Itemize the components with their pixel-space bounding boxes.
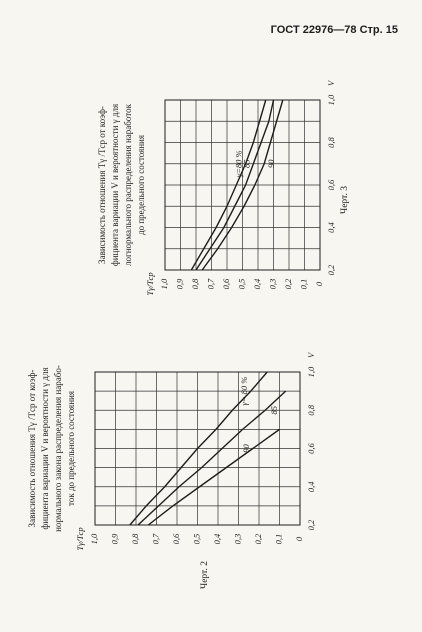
x-tick-label: 0,8 <box>326 136 336 147</box>
y-tick-label: 0,5 <box>236 279 246 290</box>
y-tick-label: 0,9 <box>174 278 184 289</box>
x-tick-label: 1,0 <box>306 366 316 377</box>
y-axis-label: Tγ/Tср <box>75 527 85 550</box>
y-tick-label: 0,1 <box>273 534 283 545</box>
x-axis-label: V <box>306 351 316 358</box>
chart-title: нормального закона распределения нарабо- <box>53 365 63 532</box>
series-label: 85 <box>269 406 279 415</box>
y-tick-label: 0,4 <box>212 533 222 544</box>
chart-title: ток до предельного состояния <box>66 391 76 506</box>
x-tick-label: 0,2 <box>326 264 336 275</box>
series-label: γ= 80 % <box>239 377 249 406</box>
series-label: 90 <box>266 159 276 168</box>
y-tick-label: 1,0 <box>159 278 169 289</box>
y-tick-label: 0,7 <box>150 533 160 544</box>
x-axis-label: V <box>326 79 336 86</box>
y-tick-label: 0,2 <box>283 278 293 289</box>
caption: Черт. 3 <box>340 186 350 214</box>
y-tick-label: 0,6 <box>221 278 231 289</box>
caption: Черт. 2 <box>200 561 210 589</box>
y-tick-label: 0,8 <box>130 533 140 544</box>
y-tick-label: 0,2 <box>253 533 263 544</box>
x-tick-label: 0,8 <box>306 404 316 415</box>
series-line <box>201 99 284 271</box>
chart-title: логнормального распределения наработок <box>123 103 133 266</box>
x-tick-label: 0,2 <box>306 519 316 530</box>
x-tick-label: 0,6 <box>326 179 336 190</box>
y-tick-label: 0,1 <box>298 279 308 290</box>
chart-title: Зависимость отношения Tγ /Tср от коэф- <box>97 106 107 264</box>
chart-title: Зависимость отношения Tγ /Tср от коэф- <box>27 370 37 528</box>
y-tick-label: 0,8 <box>190 278 200 289</box>
x-tick-label: 0,4 <box>326 221 336 232</box>
y-tick-label: 0,9 <box>109 533 119 544</box>
series-line <box>129 371 268 526</box>
y-tick-label: 0,3 <box>267 279 277 290</box>
plot-frame <box>164 99 321 271</box>
series-label: 85 <box>241 160 251 169</box>
x-tick-label: 0,6 <box>306 442 316 453</box>
chart-title: фициента вариации V и вероятности γ для <box>40 367 50 529</box>
x-tick-label: 1,0 <box>326 94 336 105</box>
y-tick-label: 0 <box>294 536 304 541</box>
y-tick-label: 1,0 <box>89 533 99 544</box>
series-line <box>195 99 275 271</box>
y-tick-label: 0 <box>314 281 324 286</box>
series-line <box>190 99 267 271</box>
y-tick-label: 0,7 <box>205 278 215 289</box>
plot-frame <box>94 371 301 526</box>
chart: Зависимость отношения Tγ /Tср от коэф-фи… <box>97 79 350 296</box>
chart-title: до предельного состояния <box>136 135 146 235</box>
y-tick-label: 0,4 <box>252 278 262 289</box>
y-axis-label: Tγ/Tср <box>145 272 155 295</box>
series-label: γ=80 % <box>234 150 244 177</box>
chart: Зависимость отношения Tγ /Tср от коэф-фи… <box>27 351 316 589</box>
y-tick-label: 0,6 <box>171 533 181 544</box>
series-line <box>137 390 287 526</box>
x-tick-label: 0,4 <box>306 481 316 492</box>
page-header: ГОСТ 22976—78 Стр. 15 <box>271 24 398 36</box>
y-tick-label: 0,5 <box>191 534 201 545</box>
y-tick-label: 0,3 <box>232 534 242 545</box>
chart-title: фициента вариации V и вероятности γ для <box>110 104 120 266</box>
series-line <box>147 428 280 526</box>
series-label: 90 <box>241 444 251 453</box>
